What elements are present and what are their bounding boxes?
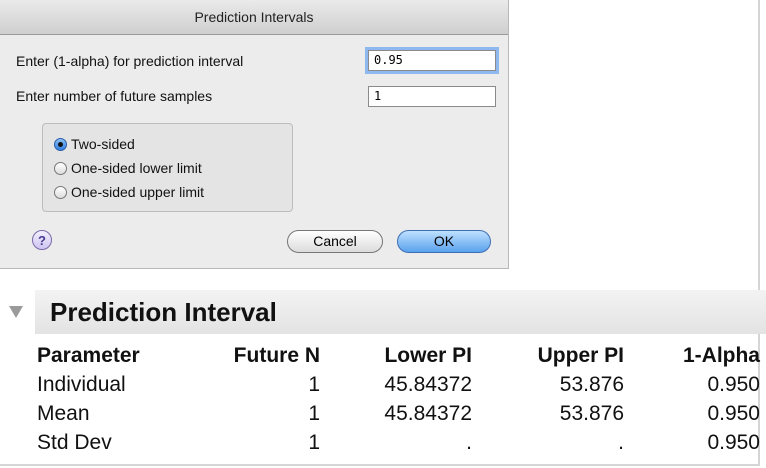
table-cell: 0.950 [707, 373, 760, 396]
table-cell: Individual [37, 373, 126, 396]
table-cell: 53.876 [559, 373, 624, 396]
radio-button[interactable] [54, 162, 67, 175]
dialog: Prediction Intervals Enter (1-alpha) for… [0, 0, 509, 269]
text-field[interactable]: 1 [368, 86, 496, 107]
dialog-title: Prediction Intervals [0, 0, 508, 35]
table-cell: 0.950 [707, 402, 760, 425]
report-header [35, 290, 766, 334]
column-header: Future N [233, 344, 320, 367]
radio-label: One-sided lower limit [71, 160, 202, 176]
column-header: Parameter [37, 344, 140, 367]
column-header: Upper PI [537, 344, 624, 367]
table-cell: 45.84372 [384, 373, 472, 396]
table-cell: 1 [308, 402, 320, 425]
report-title: Prediction Interval [50, 297, 277, 327]
table-cell: 45.84372 [384, 402, 472, 425]
table-cell: 1 [308, 373, 320, 396]
table-cell: . [466, 431, 472, 454]
table-cell: 53.876 [559, 402, 624, 425]
table-cell: 0.950 [707, 431, 760, 454]
text-field[interactable]: 0.95 [368, 50, 496, 71]
cancel-button[interactable]: Cancel [287, 230, 383, 253]
column-header: 1-Alpha [682, 344, 760, 367]
radio-label: Two-sided [71, 136, 135, 152]
radio-button[interactable] [54, 138, 67, 151]
radio-button[interactable] [54, 186, 67, 199]
disclosure-triangle[interactable] [8, 304, 24, 320]
table-cell: . [618, 431, 624, 454]
help-button[interactable]: ? [32, 230, 52, 250]
table-cell: Mean [37, 402, 90, 425]
radio-option[interactable]: One-sided upper limit [54, 182, 204, 202]
ok-button[interactable]: OK [397, 230, 491, 253]
option-group [42, 123, 293, 212]
radio-label: One-sided upper limit [71, 184, 205, 200]
table-cell: Std Dev [37, 431, 112, 454]
radio-option[interactable]: One-sided lower limit [54, 158, 202, 178]
column-header: Lower PI [384, 344, 472, 367]
radio-option[interactable]: Two-sided [54, 134, 135, 154]
table-cell: 1 [308, 431, 320, 454]
field-label: Enter number of future samples [16, 88, 213, 104]
field-label: Enter (1-alpha) for prediction interval [16, 53, 244, 69]
